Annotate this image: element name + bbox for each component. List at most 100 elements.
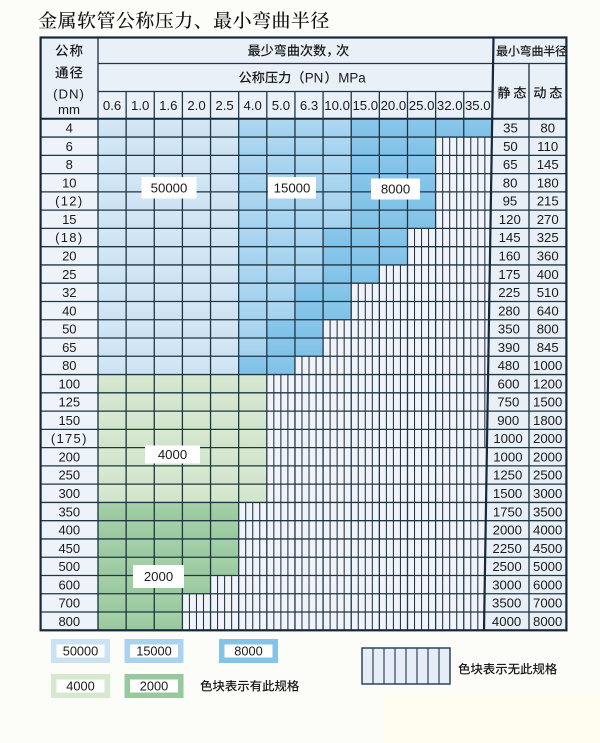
svg-text:8000: 8000 [234, 644, 262, 659]
svg-text:32.0: 32.0 [437, 98, 463, 113]
svg-text:400: 400 [537, 267, 559, 282]
svg-text:(DN): (DN) [53, 87, 85, 102]
svg-text:845: 845 [537, 340, 559, 355]
svg-text:250: 250 [58, 468, 80, 483]
svg-text:480: 480 [498, 358, 520, 373]
svg-text:2000: 2000 [144, 569, 173, 584]
svg-text:40: 40 [62, 303, 76, 318]
svg-text:0.6: 0.6 [103, 98, 121, 113]
svg-text:2000: 2000 [533, 431, 562, 446]
svg-text:4000: 4000 [66, 679, 94, 694]
svg-text:3000: 3000 [533, 486, 562, 501]
svg-text:400: 400 [58, 523, 80, 538]
svg-text:PN: PN [305, 70, 324, 85]
svg-text:1.6: 1.6 [159, 98, 177, 113]
svg-text:1000: 1000 [493, 450, 522, 465]
svg-text:10: 10 [62, 175, 76, 190]
svg-text:2000: 2000 [140, 679, 168, 694]
svg-text:4000: 4000 [158, 447, 187, 462]
svg-text:5000: 5000 [533, 559, 562, 574]
svg-text:350: 350 [498, 322, 520, 337]
svg-text:1000: 1000 [493, 431, 522, 446]
svg-text:800: 800 [537, 322, 559, 337]
svg-text:25.0: 25.0 [409, 98, 435, 113]
svg-text:5.0: 5.0 [272, 98, 290, 113]
svg-text:2000: 2000 [533, 450, 562, 465]
svg-text:800: 800 [58, 614, 80, 629]
svg-text:100: 100 [58, 376, 80, 391]
svg-text:15000: 15000 [136, 644, 172, 659]
svg-text:325: 325 [537, 230, 559, 245]
svg-text:1750: 1750 [493, 504, 522, 519]
svg-text:1200: 1200 [533, 376, 562, 391]
svg-text:2500: 2500 [492, 559, 521, 574]
svg-text:4: 4 [66, 121, 73, 136]
svg-text:150: 150 [58, 413, 80, 428]
svg-text:1000: 1000 [533, 358, 562, 373]
svg-text:65: 65 [503, 157, 518, 172]
svg-text:145: 145 [537, 157, 559, 172]
svg-text:160: 160 [498, 249, 520, 264]
svg-text:4000: 4000 [533, 523, 562, 538]
svg-text:50000: 50000 [151, 180, 188, 195]
svg-text:8: 8 [66, 157, 73, 172]
svg-text:360: 360 [537, 249, 559, 264]
svg-text:95: 95 [503, 194, 518, 209]
svg-text:15.0: 15.0 [352, 98, 378, 113]
svg-text:1800: 1800 [533, 413, 562, 428]
svg-text:225: 225 [498, 285, 520, 300]
svg-text:2.5: 2.5 [215, 98, 233, 113]
svg-text:200: 200 [58, 450, 80, 465]
svg-text:20.0: 20.0 [381, 98, 407, 113]
svg-text:80: 80 [503, 175, 518, 190]
svg-text:mm: mm [58, 102, 80, 117]
svg-text:6: 6 [66, 139, 73, 154]
svg-text:7000: 7000 [533, 596, 562, 611]
svg-text:280: 280 [498, 303, 520, 318]
svg-text:125: 125 [58, 395, 80, 410]
svg-text:175: 175 [498, 267, 520, 282]
svg-text:2250: 2250 [493, 541, 522, 556]
svg-text:15: 15 [62, 212, 76, 227]
svg-text:145: 145 [499, 230, 521, 245]
svg-text:4.0: 4.0 [244, 98, 262, 113]
svg-text:8000: 8000 [381, 182, 410, 197]
svg-text:2500: 2500 [533, 468, 562, 483]
svg-text:390: 390 [498, 340, 520, 355]
svg-text:1250: 1250 [493, 468, 522, 483]
svg-text:1500: 1500 [533, 395, 562, 410]
svg-text:120: 120 [499, 212, 521, 227]
svg-text:750: 750 [497, 395, 519, 410]
svg-text:20: 20 [62, 249, 76, 264]
svg-text:600: 600 [497, 376, 519, 391]
svg-text:215: 215 [537, 194, 559, 209]
svg-text:80: 80 [62, 358, 76, 373]
svg-text:10.0: 10.0 [324, 98, 350, 113]
svg-text:510: 510 [537, 285, 559, 300]
svg-text:4500: 4500 [533, 541, 562, 556]
svg-text:6.3: 6.3 [300, 98, 318, 113]
svg-text:35: 35 [503, 121, 518, 136]
svg-text:4000: 4000 [492, 614, 521, 629]
svg-text:1500: 1500 [493, 486, 522, 501]
svg-text:50000: 50000 [63, 644, 99, 659]
svg-text:2.0: 2.0 [187, 98, 205, 113]
svg-text:2000: 2000 [493, 523, 522, 538]
svg-text:35.0: 35.0 [465, 98, 491, 113]
svg-text:15000: 15000 [274, 180, 311, 195]
svg-text:300: 300 [58, 486, 80, 501]
svg-text:50: 50 [62, 322, 76, 337]
svg-text:1.0: 1.0 [131, 98, 149, 113]
svg-text:6000: 6000 [533, 577, 562, 592]
svg-text:500: 500 [58, 559, 80, 574]
svg-text:900: 900 [497, 413, 519, 428]
svg-text:450: 450 [58, 541, 80, 556]
svg-text:25: 25 [62, 267, 76, 282]
svg-text:50: 50 [503, 139, 518, 154]
svg-text:(12): (12) [55, 194, 83, 209]
svg-text:3000: 3000 [492, 577, 521, 592]
svg-text:110: 110 [537, 139, 558, 154]
svg-text:80: 80 [540, 121, 555, 136]
svg-text:3500: 3500 [492, 596, 521, 611]
svg-text:65: 65 [62, 340, 76, 355]
